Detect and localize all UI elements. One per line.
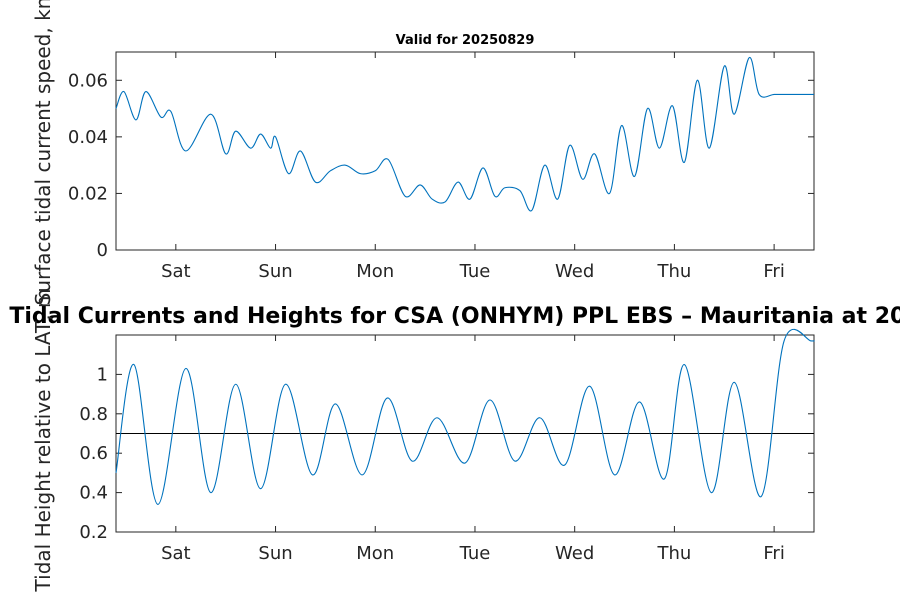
tidal-height-ytick-label: 0.8: [79, 404, 108, 425]
current-speed-xtick-label: Tue: [459, 261, 491, 282]
current-speed-xtick-label: Sun: [258, 261, 292, 282]
current-speed-xaxis: Sat Sun Mon Tue Wed Thu Fri: [161, 52, 785, 282]
current-speed-ylabel: Surface tidal current speed, kn: [31, 0, 55, 305]
tidal-height-ylabel: Tidal Height relative to LAT, m: [31, 289, 55, 593]
current-speed-panel: Valid for 20250829 Surface tidal current…: [31, 0, 815, 305]
current-speed-xtick-label: Wed: [555, 261, 594, 282]
current-speed-ytick-label: 0.02: [68, 183, 108, 204]
current-speed-ytick-label: 0.06: [68, 70, 108, 91]
tidal-height-xtick-label: Fri: [763, 543, 784, 564]
current-speed-xtick-label: Sat: [161, 261, 191, 282]
tidal-height-ytick-label: 0.6: [79, 443, 108, 464]
current-speed-xtick-label: Mon: [356, 261, 394, 282]
tidal-height-panel: Tidal Currents and Heights for CSA (ONHY…: [9, 289, 900, 593]
tidal-height-ytick-label: 1: [97, 364, 108, 385]
tidal-height-ytick-label: 0.2: [79, 522, 108, 543]
tidal-height-xtick-label: Sun: [258, 543, 292, 564]
current-speed-line: [115, 57, 814, 212]
current-speed-series: [115, 57, 814, 212]
tidal-height-title: Tidal Currents and Heights for CSA (ONHY…: [9, 304, 900, 329]
tidal-height-series: [115, 328, 815, 505]
current-speed-xtick-label: Fri: [763, 261, 784, 282]
tidal-height-xtick-label: Thu: [656, 543, 691, 564]
tidal-height-xtick-label: Mon: [356, 543, 394, 564]
tidal-height-line: [115, 328, 815, 505]
tidal-height-xtick-label: Wed: [555, 543, 594, 564]
tidal-height-xtick-label: Tue: [459, 543, 491, 564]
tidal-height-ytick-label: 0.4: [79, 483, 108, 504]
current-speed-axes-box: [115, 51, 815, 251]
current-speed-xtick-label: Thu: [656, 261, 691, 282]
current-speed-title: Valid for 20250829: [396, 33, 535, 48]
tidal-height-xaxis: Sat Sun Mon Tue Wed Thu Fri: [161, 335, 785, 564]
current-speed-ytick-label: 0.04: [68, 127, 108, 148]
current-speed-ytick-label: 0: [97, 240, 108, 261]
tidal-height-yaxis: 0.2 0.4 0.6 0.8 1: [79, 364, 814, 543]
tidal-height-xtick-label: Sat: [161, 543, 191, 564]
current-speed-yaxis: 0 0.02 0.04 0.06: [68, 70, 814, 261]
